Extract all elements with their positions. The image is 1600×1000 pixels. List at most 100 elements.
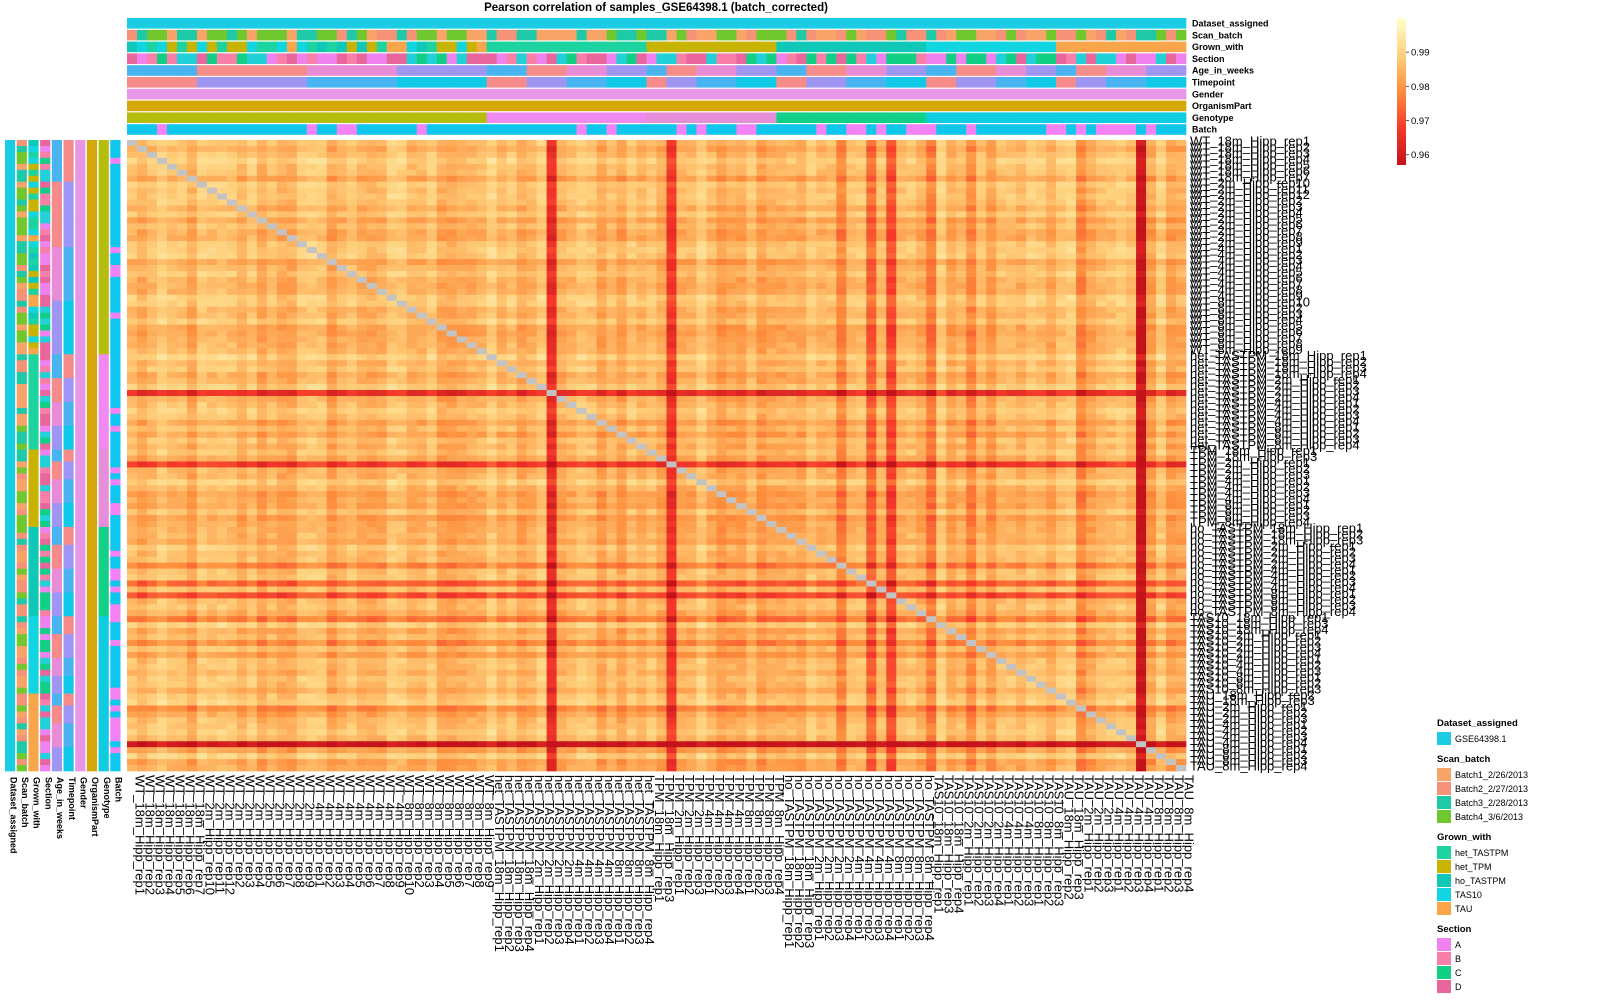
- heatmap-cell: [526, 247, 537, 254]
- heatmap-cell: [346, 312, 358, 319]
- heatmap-cell: [946, 193, 957, 200]
- heatmap-cell: [466, 169, 478, 177]
- heatmap-cell: [136, 187, 148, 194]
- heatmap-cell: [336, 384, 348, 391]
- heatmap-cell: [676, 211, 687, 218]
- heatmap-cell: [776, 211, 787, 218]
- heatmap-cell: [1046, 360, 1057, 367]
- heatmap-cell: [806, 407, 817, 415]
- heatmap-cell: [1146, 140, 1157, 147]
- heatmap-cell: [1086, 401, 1097, 409]
- heatmap-cell: [686, 324, 697, 331]
- heatmap-cell: [546, 270, 557, 278]
- heatmap-cell: [1036, 342, 1047, 349]
- heatmap-cell: [876, 205, 887, 212]
- heatmap-cell: [1096, 324, 1107, 331]
- heatmap-cell: [536, 235, 547, 242]
- heatmap-cell: [356, 151, 368, 159]
- heatmap-cell: [246, 306, 258, 313]
- heatmap-cell: [1096, 187, 1107, 194]
- heatmap-cell: [636, 175, 647, 183]
- heatmap-cell: [306, 229, 318, 236]
- heatmap-cell: [306, 199, 318, 206]
- heatmap-cell: [676, 342, 687, 349]
- heatmap-cell: [146, 324, 158, 331]
- heatmap-cell: [846, 247, 857, 254]
- heatmap-cell: [256, 211, 268, 218]
- heatmap-cell: [156, 253, 168, 260]
- heatmap-cell: [986, 384, 997, 391]
- heatmap-cell: [286, 282, 298, 290]
- heatmap-cell: [1016, 140, 1027, 147]
- heatmap-cell: [1106, 318, 1117, 325]
- heatmap-cell: [756, 235, 767, 242]
- heatmap-cell: [856, 187, 867, 194]
- heatmap-cell: [1006, 205, 1017, 212]
- heatmap-cell: [636, 253, 647, 260]
- heatmap-cell: [196, 211, 208, 218]
- heatmap-cell: [1086, 187, 1097, 194]
- heatmap-cell: [536, 401, 547, 409]
- heatmap-cell: [206, 151, 218, 159]
- heatmap-cell: [956, 360, 967, 367]
- heatmap-cell: [916, 253, 927, 260]
- heatmap-cell: [1016, 229, 1027, 236]
- heatmap-cell: [146, 395, 158, 403]
- heatmap-cell: [1046, 175, 1057, 183]
- heatmap-cell: [486, 241, 497, 248]
- heatmap-cell: [866, 306, 877, 313]
- heatmap-cell: [476, 181, 488, 188]
- heatmap-cell: [546, 217, 557, 224]
- heatmap-cell: [826, 413, 837, 421]
- heatmap-cell: [846, 199, 857, 206]
- heatmap-cell: [766, 306, 777, 313]
- heatmap-cell: [806, 229, 817, 236]
- heatmap-cell: [786, 229, 797, 236]
- heatmap-cell: [1086, 360, 1097, 367]
- heatmap-cell: [296, 241, 308, 248]
- heatmap-cell: [406, 300, 418, 308]
- heatmap-cell: [356, 390, 368, 397]
- heatmap-cell: [766, 217, 777, 224]
- heatmap-cell: [336, 324, 348, 331]
- heatmap-cell: [176, 270, 188, 278]
- heatmap-cell: [606, 407, 617, 415]
- heatmap-cell: [676, 276, 687, 284]
- heatmap-cell: [506, 265, 517, 272]
- heatmap-cell: [136, 229, 148, 236]
- heatmap-cell: [586, 288, 597, 296]
- heatmap-cell: [646, 187, 657, 194]
- heatmap-cell: [586, 217, 597, 224]
- heatmap-cell: [626, 366, 637, 373]
- heatmap-cell: [316, 265, 328, 272]
- heatmap-cell: [896, 395, 907, 403]
- heatmap-cell: [476, 413, 488, 421]
- heatmap-cell: [1086, 259, 1097, 266]
- heatmap-cell: [356, 145, 368, 153]
- heatmap-cell: [1066, 163, 1077, 171]
- heatmap-cell: [376, 181, 388, 188]
- heatmap-cell: [476, 175, 488, 183]
- heatmap-cell: [836, 181, 847, 188]
- heatmap-cell: [416, 247, 428, 254]
- heatmap-cell: [846, 217, 857, 224]
- heatmap-cell: [1076, 276, 1087, 284]
- heatmap-cell: [386, 259, 398, 266]
- heatmap-cell: [546, 199, 557, 206]
- heatmap-cell: [676, 390, 687, 397]
- heatmap-cell: [1086, 229, 1097, 236]
- heatmap-cell: [926, 401, 937, 409]
- heatmap-cell: [146, 318, 158, 325]
- heatmap-cell: [1136, 342, 1147, 349]
- heatmap-cell: [1066, 366, 1077, 373]
- heatmap-cell: [856, 306, 867, 313]
- heatmap-cell: [516, 288, 527, 296]
- heatmap-cell: [556, 413, 567, 421]
- heatmap-cell: [496, 354, 507, 361]
- heatmap-cell: [736, 276, 747, 284]
- heatmap-cell: [576, 413, 587, 421]
- heatmap-cell: [596, 312, 607, 319]
- heatmap-cell: [416, 401, 428, 409]
- heatmap-cell: [236, 318, 248, 325]
- heatmap-cell: [926, 342, 937, 349]
